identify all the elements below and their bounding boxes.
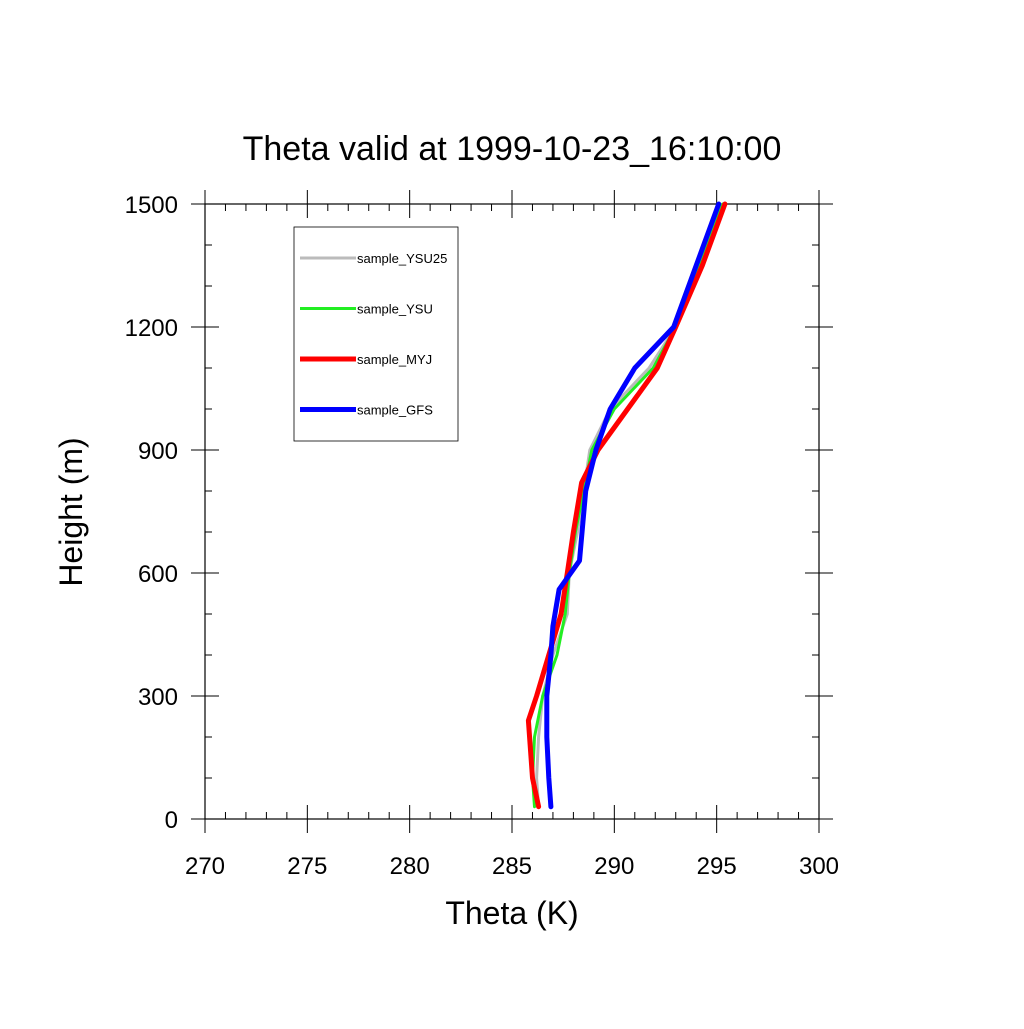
legend-box — [293, 226, 459, 442]
x-axis-ticks: 270 275 280 285 290 295 300 — [185, 190, 839, 880]
x-tick-label: 285 — [492, 853, 532, 880]
series-line-sample_YSU — [531, 202, 725, 809]
y-axis-ticks: 0 300 600 900 1200 1500 — [125, 192, 833, 834]
chart-title: Theta valid at 1999-10-23_16:10:00 — [243, 130, 782, 168]
legend-label: sample_GFS — [357, 403, 433, 418]
series-line-sample_GFS — [544, 201, 722, 810]
y-tick-label: 1200 — [125, 315, 178, 342]
x-tick-label: 300 — [799, 853, 839, 880]
legend: sample_YSU25 sample_YSU sample_MYJ sample_G… — [293, 226, 459, 442]
y-tick-label: 900 — [138, 438, 178, 465]
series-line-sample_MYJ — [525, 201, 728, 810]
series-lines — [525, 201, 728, 810]
y-axis-label: Height (m) — [53, 437, 89, 586]
y-tick-label: 1500 — [125, 192, 178, 219]
y-tick-label: 0 — [165, 807, 178, 834]
y-tick-label: 600 — [138, 561, 178, 588]
x-tick-label: 290 — [594, 853, 634, 880]
x-axis-label: Theta (K) — [445, 895, 578, 931]
x-tick-label: 295 — [697, 853, 737, 880]
x-tick-label: 280 — [390, 853, 430, 880]
legend-label: sample_YSU25 — [357, 251, 447, 266]
x-tick-label: 270 — [185, 853, 225, 880]
legend-label: sample_MYJ — [357, 352, 432, 367]
legend-label: sample_YSU — [357, 302, 433, 317]
y-tick-label: 300 — [138, 684, 178, 711]
x-tick-label: 275 — [287, 853, 327, 880]
series-line-sample_YSU25 — [535, 202, 725, 809]
